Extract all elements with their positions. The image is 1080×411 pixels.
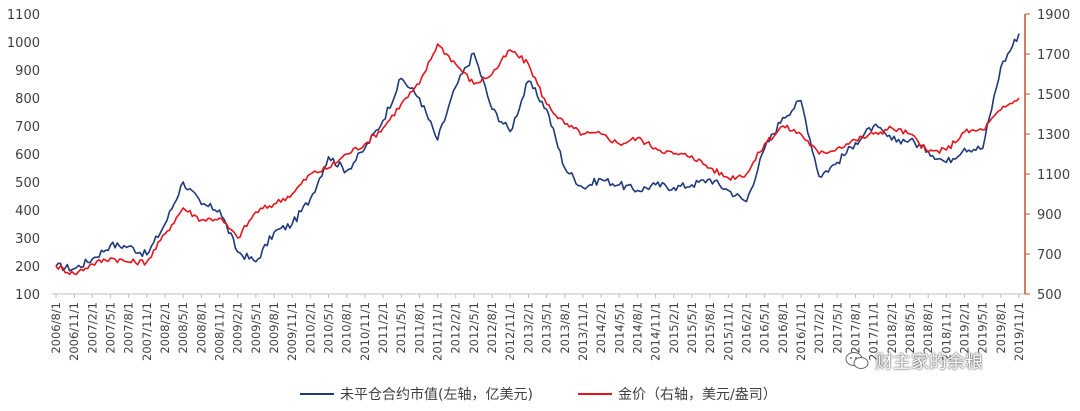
legend-label-series2: 金价（右轴，美元/盎司）	[618, 387, 777, 403]
legend-item-series1: 未平仓合约市值(左轴，亿美元)	[300, 384, 533, 404]
x-tick-label: 2009/8/1	[267, 302, 281, 354]
x-tick-label: 2009/2/1	[231, 302, 245, 354]
y-left-tick-label: 1100	[7, 8, 40, 23]
x-tick-label: 2006/8/1	[49, 302, 63, 354]
x-tick-label: 2008/11/1	[213, 302, 227, 361]
y-left-tick-label: 1000	[7, 36, 40, 51]
watermark: 财主家的余粮	[845, 348, 983, 374]
legend-swatch-series2	[578, 393, 612, 395]
y-left-tick-label: 400	[15, 204, 40, 219]
x-tick-label: 2007/5/1	[104, 302, 118, 354]
legend-item-series2: 金价（右轴，美元/盎司）	[578, 384, 777, 404]
x-tick-label: 2013/8/1	[558, 302, 572, 354]
y-left-tick-label: 800	[15, 92, 40, 107]
x-tick-label: 2018/11/1	[939, 302, 953, 361]
x-tick-label: 2014/5/1	[612, 302, 626, 354]
x-tick-label: 2016/2/1	[739, 302, 753, 354]
x-tick-label: 2008/5/1	[176, 302, 190, 354]
legend-swatch-series1	[300, 393, 334, 395]
y-right-tick-label: 1100	[1037, 168, 1070, 183]
y-right-tick-label: 1500	[1037, 88, 1070, 103]
x-tick-label: 2012/5/1	[467, 302, 481, 354]
x-tick-label: 2012/11/1	[503, 302, 517, 361]
x-tick-label: 2013/5/1	[540, 302, 554, 354]
x-tick-label: 2011/2/1	[376, 302, 390, 354]
y-left-tick-label: 100	[15, 288, 40, 303]
x-tick-label: 2017/11/1	[867, 302, 881, 361]
x-tick-label: 2018/5/1	[903, 302, 917, 354]
x-tick-label: 2008/8/1	[194, 302, 208, 354]
y-left-tick-label: 300	[15, 232, 40, 247]
x-tick-label: 2019/5/1	[976, 302, 990, 354]
y-right-tick-label: 1700	[1037, 48, 1070, 63]
y-left-tick-label: 200	[15, 260, 40, 275]
x-tick-label: 2017/5/1	[830, 302, 844, 354]
series-line-gold-price	[55, 43, 1020, 276]
y-left-tick-label: 500	[15, 176, 40, 191]
y-right-tick-label: 700	[1037, 248, 1062, 263]
x-tick-label: 2006/11/1	[67, 302, 81, 361]
x-tick-label: 2011/11/1	[431, 302, 445, 361]
x-tick-label: 2012/8/1	[485, 302, 499, 354]
watermark-text: 财主家的余粮	[875, 352, 983, 373]
x-tick-label: 2014/2/1	[594, 302, 608, 354]
x-tick-label: 2014/8/1	[630, 302, 644, 354]
y-right-tick-label: 500	[1037, 288, 1062, 303]
y-left-tick-label: 900	[15, 64, 40, 79]
x-tick-label: 2010/11/1	[358, 302, 372, 361]
x-tick-label: 2016/8/1	[776, 302, 790, 354]
x-tick-label: 2015/8/1	[703, 302, 717, 354]
x-tick-label: 2010/8/1	[340, 302, 354, 354]
y-right-tick-label: 900	[1037, 208, 1062, 223]
x-tick-label: 2013/2/1	[521, 302, 535, 354]
series-line-open-interest	[55, 33, 1020, 272]
x-tick-label: 2014/11/1	[649, 302, 663, 361]
axes	[52, 13, 1030, 298]
x-tick-label: 2010/2/1	[303, 302, 317, 354]
x-tick-label: 2017/8/1	[848, 302, 862, 354]
x-tick-label: 2011/5/1	[394, 302, 408, 354]
y-right-tick-labels: 500 700 900 1100 1300 1500 1700 1900	[1037, 8, 1070, 303]
legend-label-series1: 未平仓合约市值(左轴，亿美元)	[340, 387, 533, 403]
x-tick-label: 2011/8/1	[412, 302, 426, 354]
x-tick-label: 2012/2/1	[449, 302, 463, 354]
x-tick-label: 2007/2/1	[85, 302, 99, 354]
y-right-tick-label: 1300	[1037, 128, 1070, 143]
y-left-tick-label: 600	[15, 148, 40, 163]
x-tick-label: 2008/2/1	[158, 302, 172, 354]
y-right-tick-label: 1900	[1037, 8, 1070, 23]
x-tick-label: 2018/8/1	[921, 302, 935, 354]
x-tick-label: 2015/2/1	[667, 302, 681, 354]
x-tick-label: 2007/8/1	[122, 302, 136, 354]
x-tick-label: 2017/2/1	[812, 302, 826, 354]
x-tick-label: 2019/8/1	[994, 302, 1008, 354]
x-tick-label: 2018/2/1	[885, 302, 899, 354]
x-tick-label: 2015/5/1	[685, 302, 699, 354]
y-left-tick-label: 700	[15, 120, 40, 135]
x-tick-label: 2007/11/1	[140, 302, 154, 361]
x-tick-label: 2013/11/1	[576, 302, 590, 361]
x-tick-labels: 2006/8/1 2006/11/1 2007/2/1 2007/5/1 2007/8/…	[49, 302, 1026, 361]
x-tick-label: 2009/11/1	[285, 302, 299, 361]
wechat-icon	[845, 352, 869, 369]
x-tick-label: 2010/5/1	[322, 302, 336, 354]
x-tick-label: 2016/5/1	[758, 302, 772, 354]
series-lines	[55, 33, 1020, 276]
x-tick-label: 2009/5/1	[249, 302, 263, 354]
x-tick-label: 2016/11/1	[794, 302, 808, 361]
y-left-tick-labels: 100 200 300 400 500 600 700 800 900 1000 1100	[7, 8, 40, 303]
x-tick-label: 2019/2/1	[957, 302, 971, 354]
x-tick-label: 2015/11/1	[721, 302, 735, 361]
x-tick-label: 2019/11/1	[1012, 302, 1026, 361]
